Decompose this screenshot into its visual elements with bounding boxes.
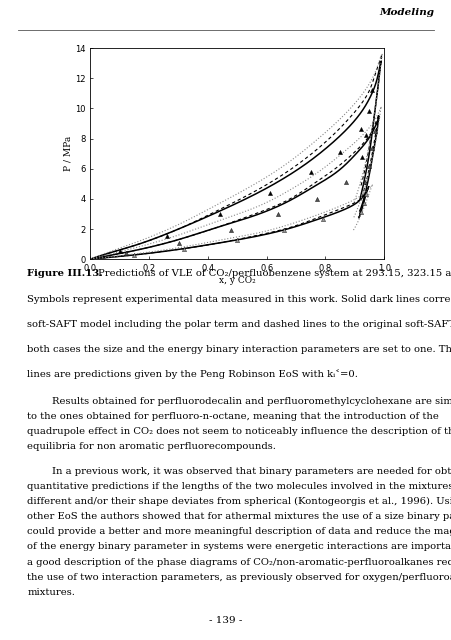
Text: to the ones obtained for perfluoro-n-octane, meaning that the introduction of th: to the ones obtained for perfluoro-n-oct… bbox=[27, 412, 438, 421]
Text: quantitative predictions if the lengths of the two molecules involved in the mix: quantitative predictions if the lengths … bbox=[27, 482, 451, 491]
Text: both cases the size and the energy binary interaction parameters are set to one.: both cases the size and the energy binar… bbox=[27, 344, 451, 353]
Text: Figure III.13.: Figure III.13. bbox=[27, 269, 103, 278]
Text: different and/or their shape deviates from spherical (Kontogeorgis et al., 1996): different and/or their shape deviates fr… bbox=[27, 497, 451, 506]
Text: quadrupole effect in CO₂ does not seem to noticeably influence the description o: quadrupole effect in CO₂ does not seem t… bbox=[27, 427, 451, 436]
Text: Symbols represent experimental data measured in this work. Solid dark lines corr: Symbols represent experimental data meas… bbox=[27, 295, 451, 304]
Y-axis label: P / MPa: P / MPa bbox=[63, 136, 72, 172]
Text: equilibria for non aromatic perfluorecompounds.: equilibria for non aromatic perfluorecom… bbox=[27, 442, 276, 451]
Text: In a previous work, it was observed that binary parameters are needed for obtain: In a previous work, it was observed that… bbox=[27, 467, 451, 476]
Text: mixtures.: mixtures. bbox=[27, 588, 75, 597]
Text: could provide a better and more meaningful description of data and reduce the ma: could provide a better and more meaningf… bbox=[27, 527, 451, 536]
Text: a good description of the phase diagrams of CO₂/non-aromatic-perfluoroalkanes re: a good description of the phase diagrams… bbox=[27, 557, 451, 566]
Text: other EoS the authors showed that for athermal mixtures the use of a size binary: other EoS the authors showed that for at… bbox=[27, 512, 451, 521]
Text: the use of two interaction parameters, as previously observed for oxygen/perfluo: the use of two interaction parameters, a… bbox=[27, 573, 451, 582]
Text: Modeling: Modeling bbox=[378, 8, 433, 17]
Text: of the energy binary parameter in systems were energetic interactions are import: of the energy binary parameter in system… bbox=[27, 543, 451, 552]
Text: soft-SAFT model including the polar term and dashed lines to the original soft-S: soft-SAFT model including the polar term… bbox=[27, 320, 451, 329]
Text: Results obtained for perfluorodecalin and perfluoromethylcyclohexane are similar: Results obtained for perfluorodecalin an… bbox=[27, 397, 451, 406]
Text: lines are predictions given by the Peng Robinson EoS with kᵢ˂=0.: lines are predictions given by the Peng … bbox=[27, 369, 357, 380]
Text: Predictions of VLE of CO₂/perfluobenzene system at 293.15, 323.15 and 353.15 K.: Predictions of VLE of CO₂/perfluobenzene… bbox=[98, 269, 451, 278]
Text: - 139 -: - 139 - bbox=[209, 616, 242, 625]
X-axis label: x, y CO₂: x, y CO₂ bbox=[218, 276, 255, 285]
